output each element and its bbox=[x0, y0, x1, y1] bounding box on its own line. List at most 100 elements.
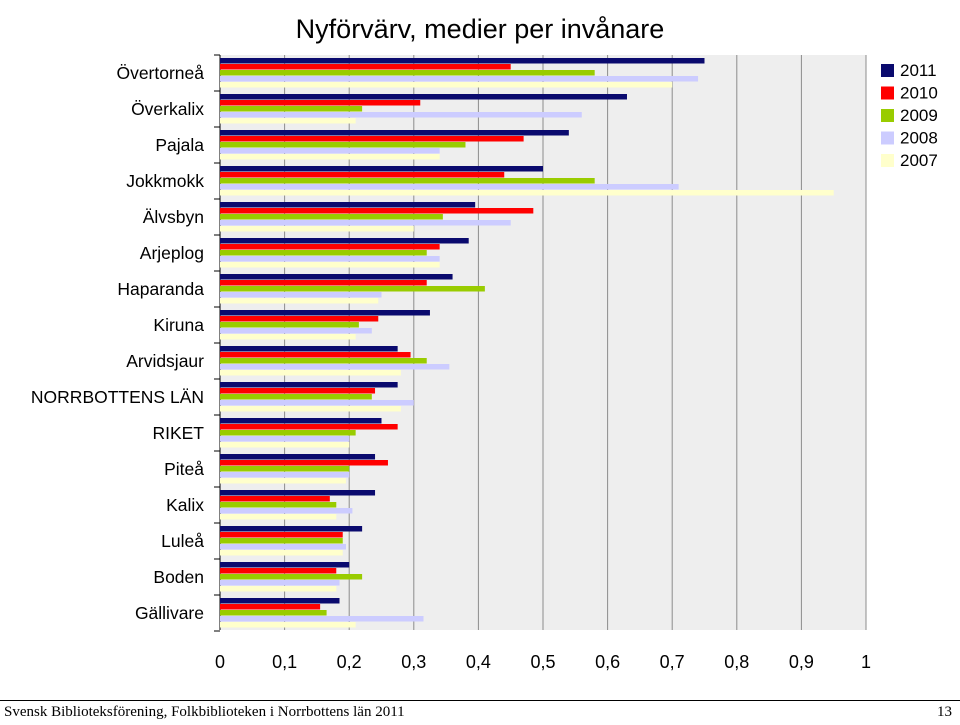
category-label: RIKET bbox=[152, 423, 204, 443]
category-label: NORRBOTTENS LÄN bbox=[31, 387, 204, 407]
bar bbox=[220, 424, 398, 430]
bar bbox=[220, 166, 543, 172]
bar bbox=[220, 262, 440, 268]
bar bbox=[220, 508, 353, 514]
x-tick-label: 0,8 bbox=[724, 652, 749, 672]
category-label: Luleå bbox=[161, 531, 204, 551]
bar bbox=[220, 112, 582, 118]
x-tick-label: 0,1 bbox=[272, 652, 297, 672]
legend-label: 2007 bbox=[900, 151, 938, 170]
legend-label: 2009 bbox=[900, 106, 938, 125]
bar bbox=[220, 370, 401, 376]
legend-label: 2008 bbox=[900, 129, 938, 148]
bar bbox=[220, 574, 363, 580]
legend-swatch bbox=[881, 131, 894, 145]
bar bbox=[220, 442, 350, 448]
bar bbox=[220, 172, 505, 178]
category-label: Gällivare bbox=[135, 603, 204, 623]
x-tick-label: 1 bbox=[861, 652, 871, 672]
bar bbox=[220, 562, 350, 568]
bar bbox=[220, 586, 337, 592]
x-tick-label: 0 bbox=[215, 652, 225, 672]
bar bbox=[220, 70, 595, 76]
x-tick-label: 0,9 bbox=[789, 652, 814, 672]
bar bbox=[220, 550, 343, 556]
bar bbox=[220, 472, 350, 478]
bar bbox=[220, 100, 421, 106]
bar bbox=[220, 436, 350, 442]
bar bbox=[220, 106, 363, 112]
bar bbox=[220, 58, 705, 64]
bar bbox=[220, 208, 534, 214]
bar bbox=[220, 130, 569, 136]
x-tick-label: 0,2 bbox=[337, 652, 362, 672]
bar bbox=[220, 346, 398, 352]
x-tick-label: 0,7 bbox=[660, 652, 685, 672]
category-label: Arvidsjaur bbox=[126, 351, 204, 371]
bar bbox=[220, 298, 379, 304]
legend-swatch bbox=[881, 86, 894, 100]
bar bbox=[220, 430, 356, 436]
x-tick-label: 0,6 bbox=[595, 652, 620, 672]
bar bbox=[220, 286, 485, 292]
bar bbox=[220, 76, 699, 82]
bar bbox=[220, 610, 327, 616]
bar bbox=[220, 118, 356, 124]
bar bbox=[220, 532, 343, 538]
category-label: Boden bbox=[153, 567, 204, 587]
legend-swatch bbox=[881, 109, 894, 122]
category-label: Älvsbyn bbox=[143, 207, 204, 227]
bar bbox=[220, 280, 427, 286]
bar bbox=[220, 322, 359, 328]
bar bbox=[220, 478, 346, 484]
bar bbox=[220, 382, 398, 388]
bar bbox=[220, 190, 834, 196]
bar bbox=[220, 244, 440, 250]
bar bbox=[220, 184, 679, 190]
bar bbox=[220, 490, 376, 496]
bar bbox=[220, 238, 469, 244]
bar bbox=[220, 502, 337, 508]
bar bbox=[220, 418, 382, 424]
bar bbox=[220, 580, 340, 586]
bar bbox=[220, 352, 411, 358]
bar bbox=[220, 202, 476, 208]
bar bbox=[220, 142, 466, 148]
bar bbox=[220, 250, 427, 256]
x-tick-label: 0,4 bbox=[466, 652, 491, 672]
bar bbox=[220, 328, 372, 334]
category-label: Jokkmokk bbox=[126, 171, 204, 191]
category-label: Kalix bbox=[166, 495, 204, 515]
category-label: Pajala bbox=[155, 135, 204, 155]
bar bbox=[220, 64, 511, 70]
footer-source: Svensk Biblioteksförening, Folkbibliotek… bbox=[4, 704, 405, 720]
bar bbox=[220, 598, 340, 604]
category-label: Arjeplog bbox=[140, 243, 204, 263]
chart-title: Nyförvärv, medier per invånare bbox=[296, 14, 665, 44]
x-tick-label: 0,5 bbox=[530, 652, 555, 672]
bar bbox=[220, 526, 363, 532]
legend-label: 2011 bbox=[900, 61, 937, 80]
bar bbox=[220, 214, 443, 220]
bar bbox=[220, 136, 524, 142]
category-label: Haparanda bbox=[117, 279, 204, 299]
bar bbox=[220, 364, 450, 370]
bar bbox=[220, 256, 440, 262]
legend-swatch bbox=[881, 154, 894, 167]
x-tick-label: 0,3 bbox=[401, 652, 426, 672]
legend-label: 2010 bbox=[900, 84, 938, 103]
legend-swatch bbox=[881, 64, 894, 77]
bar bbox=[220, 316, 379, 322]
bar bbox=[220, 292, 382, 298]
bar bbox=[220, 538, 343, 544]
bar bbox=[220, 466, 350, 472]
bar bbox=[220, 82, 673, 88]
bar bbox=[220, 358, 427, 364]
category-label: Överkalix bbox=[131, 99, 204, 119]
bar bbox=[220, 148, 440, 154]
bar bbox=[220, 394, 372, 400]
bar bbox=[220, 310, 430, 316]
bar bbox=[220, 274, 453, 280]
bar bbox=[220, 388, 376, 394]
bar-chart: Nyförvärv, medier per invånare Övertorne… bbox=[30, 14, 938, 672]
